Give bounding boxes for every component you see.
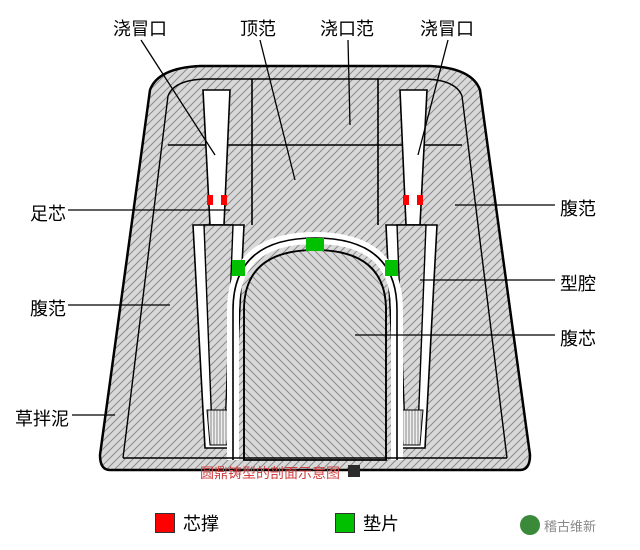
spacer-legend-label: 芯撑 bbox=[183, 510, 219, 536]
spacer-right-1 bbox=[403, 195, 409, 205]
diagram-caption: 圆鼎铸型的剖面示意图 bbox=[200, 463, 340, 483]
wechat-icon bbox=[520, 515, 540, 535]
shim-right bbox=[385, 260, 398, 276]
shim-left bbox=[232, 260, 245, 276]
shim-top bbox=[306, 238, 324, 251]
label-fufan-left: 腹范 bbox=[30, 295, 66, 321]
watermark-text: 稽古维新 bbox=[544, 516, 596, 535]
label-fufan-right: 腹范 bbox=[560, 195, 596, 221]
shim-legend-label: 垫片 bbox=[363, 510, 399, 536]
belly-core bbox=[244, 250, 386, 460]
shim-swatch bbox=[335, 513, 355, 533]
label-xingqiang: 型腔 bbox=[560, 270, 596, 296]
spacer-left-2 bbox=[221, 195, 227, 205]
label-jiaomaokou-right: 浇冒口 bbox=[420, 15, 474, 41]
spacer-left-1 bbox=[207, 195, 213, 205]
legend-spacer: 芯撑 bbox=[155, 510, 219, 536]
wechat-watermark: 稽古维新 bbox=[520, 515, 596, 535]
label-jiaomaokou-left: 浇冒口 bbox=[113, 15, 167, 41]
spacer-right-2 bbox=[417, 195, 423, 205]
spacer-swatch bbox=[155, 513, 175, 533]
label-jiaokoufan: 浇口范 bbox=[320, 15, 374, 41]
label-fuxin: 腹芯 bbox=[560, 325, 596, 351]
legend-shim: 垫片 bbox=[335, 510, 399, 536]
label-dingfan: 顶范 bbox=[240, 15, 276, 41]
label-caobanni: 草拌泥 bbox=[15, 405, 69, 431]
label-zuxin: 足芯 bbox=[30, 200, 66, 226]
